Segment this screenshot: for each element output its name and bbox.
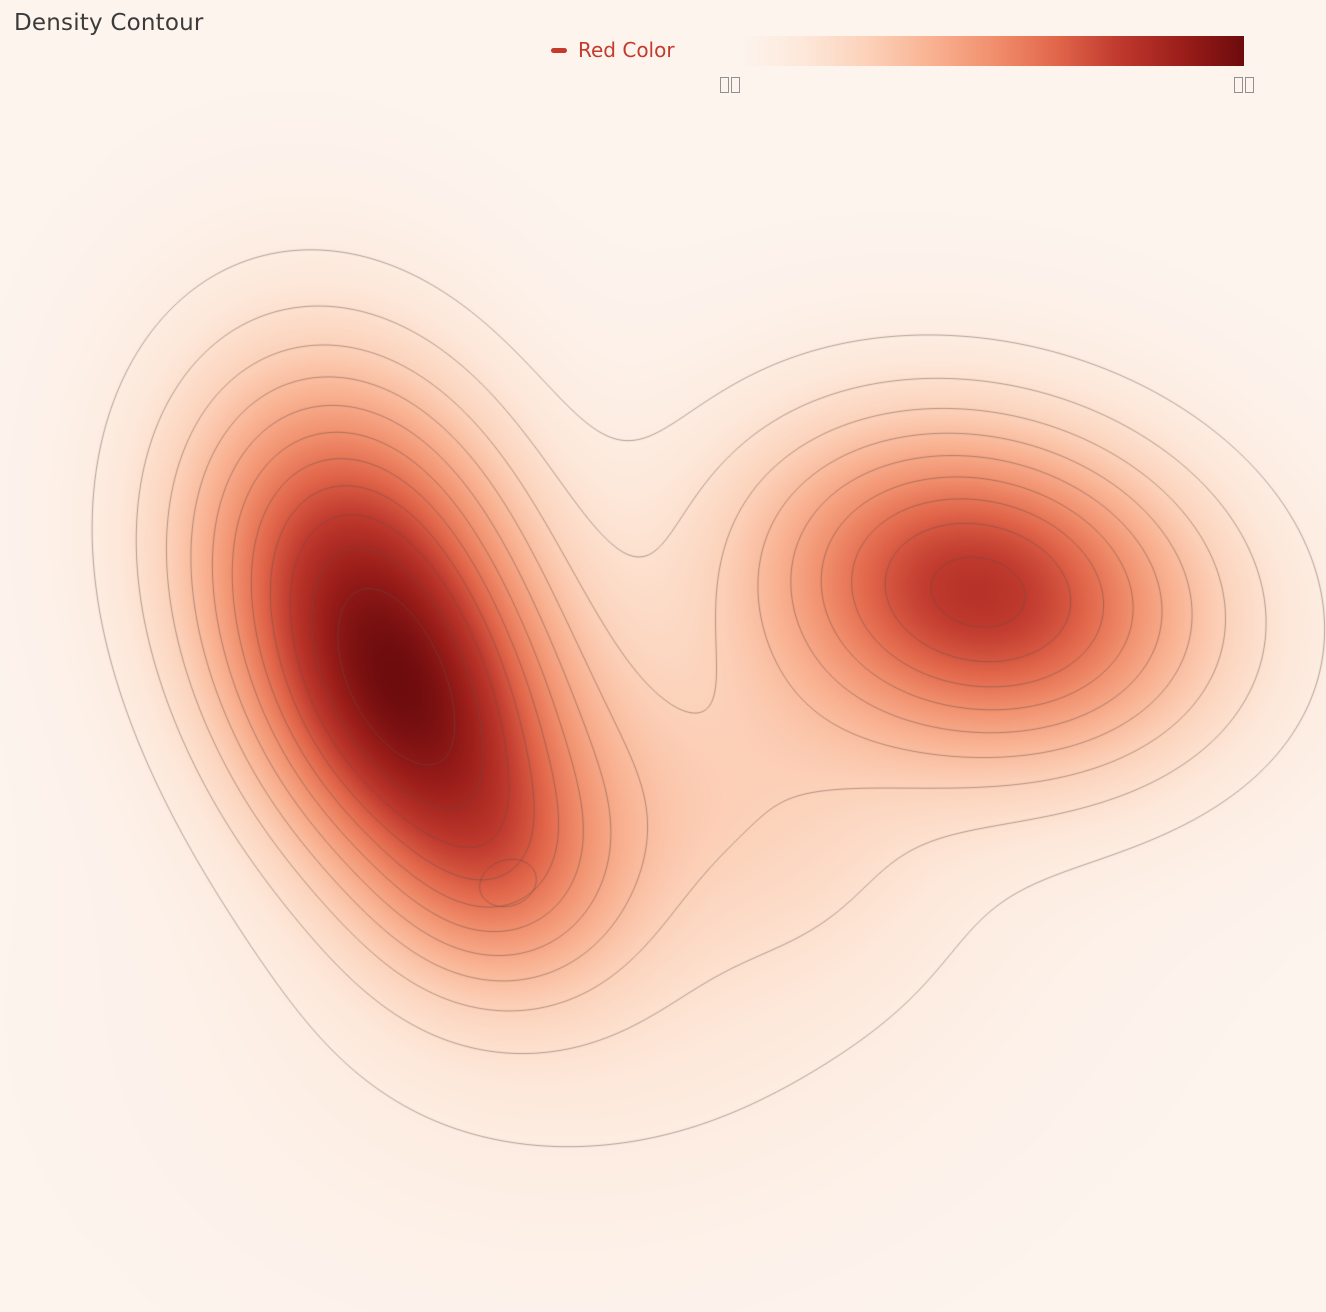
legend-line-swatch bbox=[551, 47, 567, 53]
legend-item-red-color[interactable]: Red Color bbox=[551, 36, 675, 64]
colorbar-gradient bbox=[740, 36, 1244, 66]
colorbar-tick-high bbox=[1234, 77, 1254, 93]
colorbar-tick-low bbox=[720, 77, 740, 93]
legend-label: Red Color bbox=[578, 38, 675, 62]
chart-title: Density Contour bbox=[14, 10, 204, 36]
